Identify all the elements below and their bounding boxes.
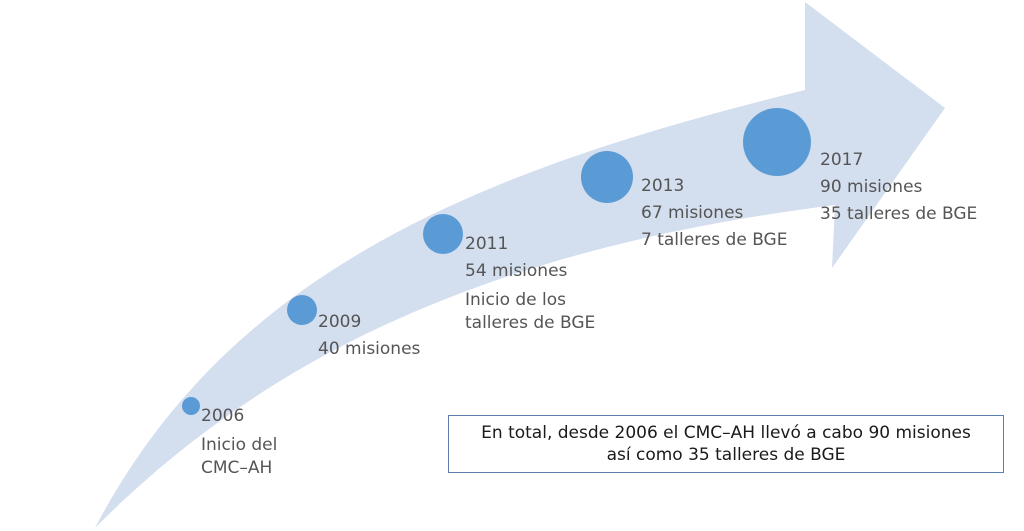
milestone-dot-2009 bbox=[287, 295, 317, 325]
summary-line-2: así como 35 talleres de BGE bbox=[606, 445, 846, 465]
milestone-dot-2013 bbox=[581, 151, 633, 203]
milestone-year: 2011 bbox=[465, 234, 509, 254]
milestone-2011: 2011 54 misiones Inicio de los talleres … bbox=[465, 233, 595, 335]
milestone-dot-2006 bbox=[182, 397, 200, 415]
milestone-2006: 2006 Inicio del CMC–AH bbox=[201, 405, 277, 480]
milestone-detail: 90 misiones bbox=[820, 176, 923, 197]
growth-arrow bbox=[95, 2, 945, 528]
milestone-detail: 54 misiones bbox=[465, 260, 568, 281]
milestone-detail: 35 talleres de BGE bbox=[820, 203, 978, 224]
milestone-dot-2011 bbox=[423, 214, 463, 254]
milestone-detail: 67 misiones bbox=[641, 202, 744, 223]
milestone-detail: Inicio del bbox=[201, 434, 278, 455]
summary-box: En total, desde 2006 el CMC–AH llevó a c… bbox=[448, 415, 1004, 473]
milestone-2009: 2009 40 misiones bbox=[318, 311, 420, 361]
milestone-detail: CMC–AH bbox=[201, 457, 273, 478]
milestone-year: 2013 bbox=[641, 176, 685, 196]
milestone-year: 2017 bbox=[820, 150, 864, 170]
milestone-year: 2009 bbox=[318, 312, 362, 332]
milestone-detail: Inicio de los talleres de BGE bbox=[465, 289, 596, 333]
milestone-detail: 7 talleres de BGE bbox=[641, 229, 788, 250]
milestone-dot-2017 bbox=[743, 108, 811, 176]
milestone-year: 2006 bbox=[201, 406, 245, 426]
summary-line-1: En total, desde 2006 el CMC–AH llevó a c… bbox=[481, 423, 971, 443]
milestone-detail: 40 misiones bbox=[318, 338, 421, 359]
milestone-2013: 2013 67 misiones 7 talleres de BGE bbox=[641, 175, 787, 252]
milestone-2017: 2017 90 misiones 35 talleres de BGE bbox=[820, 149, 977, 226]
